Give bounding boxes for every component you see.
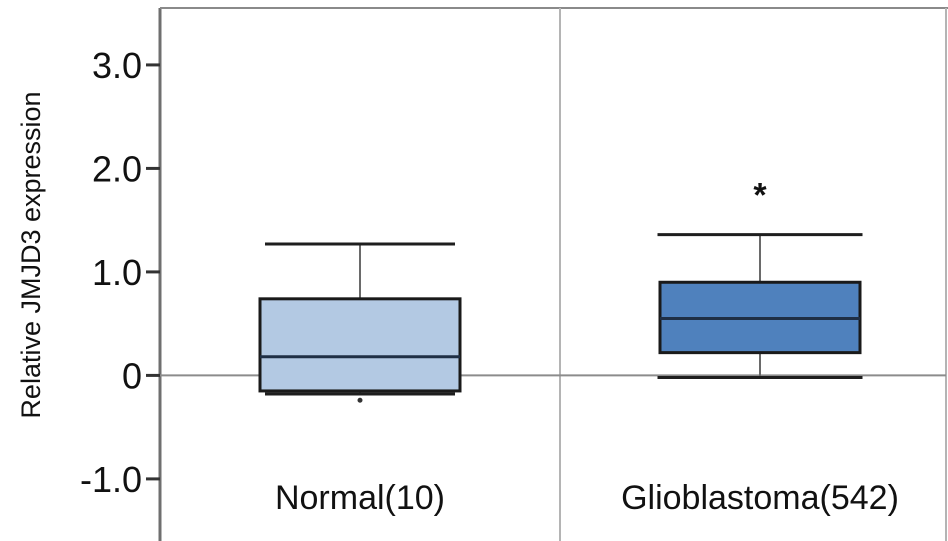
y-tick-label: 3.0: [92, 45, 142, 86]
box-1: [258, 242, 462, 403]
boxes-group: *: [258, 177, 863, 403]
y-tick-label: -1.0: [80, 459, 142, 500]
y-tick-label: 0: [122, 355, 142, 396]
category-label: Normal(10): [275, 479, 445, 517]
interquartile-box: [258, 297, 462, 393]
y-axis-title: Relative JMJD3 expression: [16, 91, 46, 418]
category-label: Glioblastoma(542): [621, 479, 899, 517]
y-axis-ticks: 3.0 2.0 1.0 0 -1.0: [80, 45, 160, 500]
y-tick-label: 2.0: [92, 148, 142, 189]
category-labels: Normal(10) Glioblastoma(542): [275, 479, 899, 517]
significance-marker: *: [753, 177, 767, 215]
y-tick-label: 1.0: [92, 252, 142, 293]
outlier-point: [357, 397, 363, 403]
box-2: *: [657, 177, 863, 379]
